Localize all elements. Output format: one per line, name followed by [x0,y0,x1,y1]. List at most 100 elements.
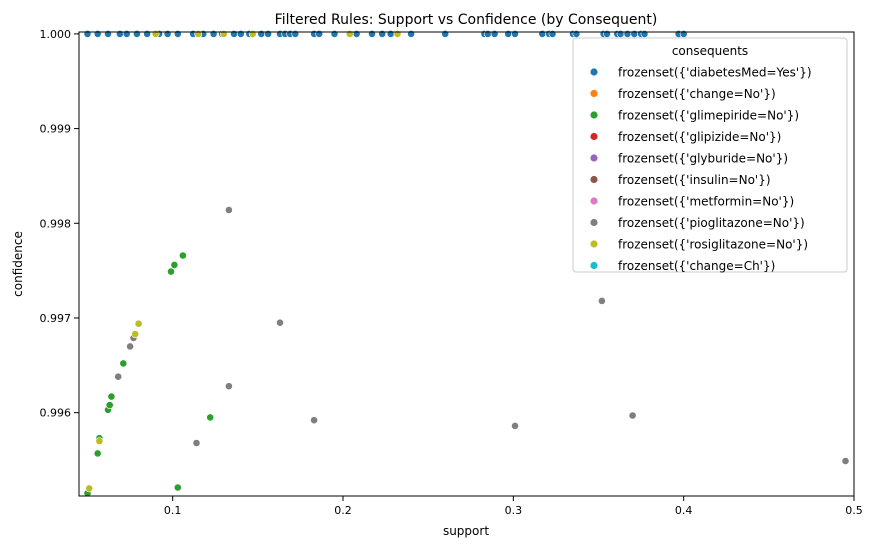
x-tick-label: 0.2 [334,504,352,517]
legend-entry-label: frozenset({'change=No'}) [618,87,776,101]
legend-entry-label: frozenset({'diabetesMed=Yes'}) [618,66,812,80]
legend-marker [590,111,598,119]
data-point-series-0 [368,30,376,38]
data-point-series-0 [291,30,300,38]
data-point-series-0 [407,30,415,38]
data-point-series-0 [640,30,649,38]
data-point-series-2 [167,267,175,276]
data-point-series-8 [194,30,203,38]
chart-title: Filtered Rules: Support vs Confidence (b… [275,12,658,28]
data-point-series-2 [206,413,215,422]
data-point-series-2 [105,401,114,409]
data-point-series-2 [107,392,116,401]
data-point-series-8 [134,319,143,328]
data-point-series-8 [85,484,94,493]
y-tick-label: 0.998 [40,217,72,230]
data-point-series-0 [257,30,266,38]
data-point-series-0 [504,30,513,38]
data-point-series-0 [236,30,245,38]
legend-marker [590,68,598,76]
data-point-series-0 [490,30,499,38]
legend-marker [590,132,598,141]
y-tick-label: 0.996 [40,407,72,420]
y-tick-label: 0.999 [40,123,72,136]
legend-marker [590,154,598,162]
legend-entry-label: frozenset({'glipizide=No'}) [618,130,781,144]
data-point-series-0 [230,30,238,38]
data-point-series-0 [122,30,131,38]
legend-marker [590,89,598,98]
plot-area-frame [78,31,855,497]
y-tick-label: 0.997 [40,312,72,325]
data-point-series-0 [630,30,639,38]
legend-entry-label: frozenset({'change=Ch'}) [618,259,775,273]
data-point-series-0 [378,30,387,38]
data-point-series-0 [143,30,151,38]
data-point-series-7 [511,421,519,430]
legend-marker [590,197,598,205]
x-tick-label: 0.3 [505,504,523,517]
legend-items: frozenset({'diabetesMed=Yes'}) frozenset(… [590,66,812,273]
legend-entry-label: frozenset({'insulin=No'}) [618,173,771,187]
data-point-series-0 [352,30,361,38]
legend-box [572,37,848,273]
data-point-series-0 [116,30,124,38]
data-point-series-0 [603,30,611,38]
legend-marker [590,240,598,248]
data-point-series-0 [104,30,112,38]
data-point-series-2 [178,251,187,260]
legend-entry-label: frozenset({'glimepiride=No'}) [618,109,799,123]
data-point-series-7 [192,439,201,447]
legend-marker [590,175,598,184]
x-axis-label: support [443,524,489,538]
legend-entry-label: frozenset({'pioglitazone=No'}) [618,216,805,230]
data-point-series-0 [511,30,519,38]
data-point-series-0 [173,30,182,38]
legend-entry-label: frozenset({'metformin=No'}) [618,195,794,209]
data-point-series-8 [248,30,257,38]
x-tick-label: 0.1 [164,504,182,517]
data-point-series-7 [598,296,606,305]
data-point-series-0 [386,30,395,38]
data-point-series-7 [841,457,850,465]
data-point-series-8 [345,30,354,38]
data-point-series-0 [264,30,272,38]
y-axis-ticks: 0.996 0.997 0.998 0.999 1.000 [40,28,79,420]
data-point-series-7 [114,372,123,381]
legend-entry-label: frozenset({'rosiglitazone=No'}) [618,238,808,252]
data-point-series-8 [393,30,402,38]
y-tick-label: 1.000 [40,28,72,41]
data-point-series-8 [95,437,104,445]
data-point-series-8 [219,30,228,38]
data-point-series-0 [209,30,218,38]
data-point-series-0 [441,30,450,38]
data-point-series-8 [151,30,160,38]
data-point-series-0 [616,30,625,38]
data-point-series-7 [310,416,318,425]
data-point-series-0 [623,30,632,38]
x-tick-label: 0.4 [675,504,693,517]
data-point-series-2 [173,483,182,492]
legend: consequents frozenset({'diabetesMed=Yes'… [572,37,848,273]
data-point-series-2 [170,260,179,269]
legend-marker [590,218,598,227]
data-point-series-7 [224,382,233,391]
x-axis-ticks: 0.1 0.2 0.3 0.4 0.5 [164,496,863,517]
data-point-series-0 [315,30,324,38]
legend-entry-label: frozenset({'glyburide=No'}) [618,152,788,166]
y-axis-label: confidence [11,231,25,297]
data-point-series-2 [119,359,128,368]
data-point-series-0 [330,30,339,38]
x-tick-label: 0.5 [845,504,863,517]
data-point-series-7 [628,411,637,420]
legend-marker [590,261,598,270]
data-point-series-7 [224,206,233,214]
data-point-series-0 [679,30,688,38]
data-point-series-0 [548,30,557,38]
data-point-series-7 [276,318,284,327]
data-point-series-0 [483,30,492,38]
data-point-series-0 [538,30,547,38]
data-point-series-0 [93,30,102,38]
data-point-series-7 [126,342,135,351]
